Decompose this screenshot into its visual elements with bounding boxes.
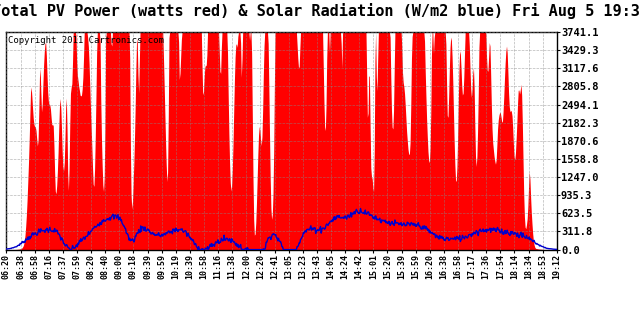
Text: Total PV Power (watts red) & Solar Radiation (W/m2 blue) Fri Aug 5 19:34: Total PV Power (watts red) & Solar Radia… [0,3,640,19]
Text: Copyright 2011 Cartronics.com: Copyright 2011 Cartronics.com [8,36,163,45]
